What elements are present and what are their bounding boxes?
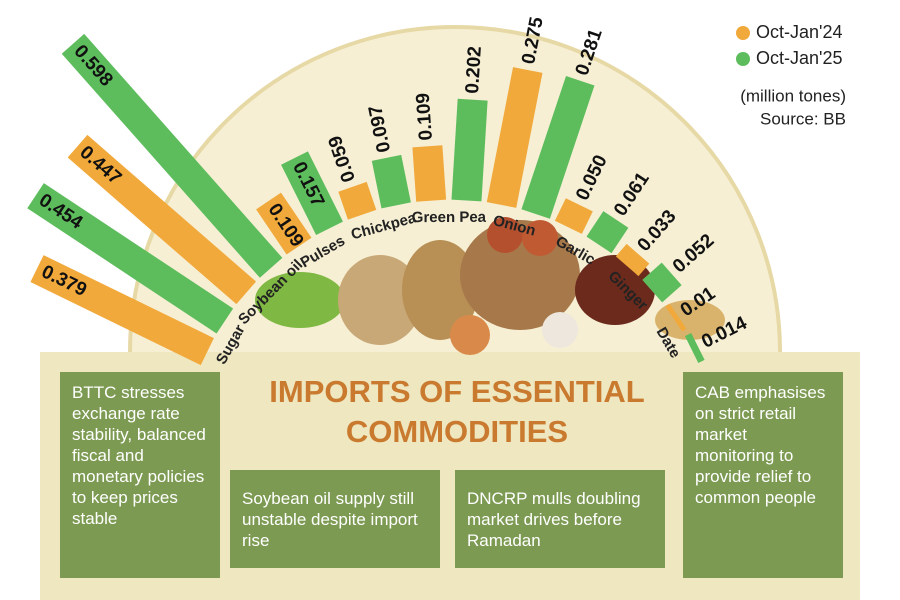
unit-label: (million tones)	[740, 86, 846, 105]
note-box: DNCRP mulls doubling market drives befor…	[455, 470, 665, 568]
bar	[554, 198, 593, 234]
legend-label: Oct-Jan'25	[756, 48, 842, 68]
legend-swatch	[736, 52, 750, 66]
bar	[665, 303, 687, 332]
bar	[338, 181, 377, 220]
note-box: BTTC stresses exchange rate stability, b…	[60, 372, 220, 578]
bar	[27, 183, 234, 334]
value-label: 0.202	[462, 46, 486, 95]
bar	[486, 67, 543, 208]
bar	[412, 145, 447, 202]
bar	[451, 98, 488, 202]
note-box: Soybean oil supply still unstable despit…	[230, 470, 440, 568]
bar	[67, 134, 257, 305]
bar	[642, 262, 682, 303]
arc-rim	[128, 25, 782, 353]
legend-label: Oct-Jan'24	[756, 22, 842, 42]
chart-title: IMPORTS OF ESSENTIAL COMMODITIES	[269, 374, 645, 449]
bar	[521, 75, 595, 219]
bar	[281, 151, 343, 236]
bar	[61, 33, 283, 278]
source: Source: BB	[760, 109, 846, 128]
bar	[30, 255, 214, 366]
bar	[684, 332, 705, 363]
note-box: CAB emphasises on strict retail market m…	[683, 372, 843, 578]
bar	[615, 243, 650, 277]
legend-swatch	[736, 26, 750, 40]
bar	[371, 154, 411, 209]
food-illustration	[255, 217, 725, 355]
value-label: 0.109	[413, 92, 437, 141]
bar	[256, 192, 312, 255]
category-label: Green Pea	[412, 209, 487, 226]
bar	[586, 211, 629, 254]
